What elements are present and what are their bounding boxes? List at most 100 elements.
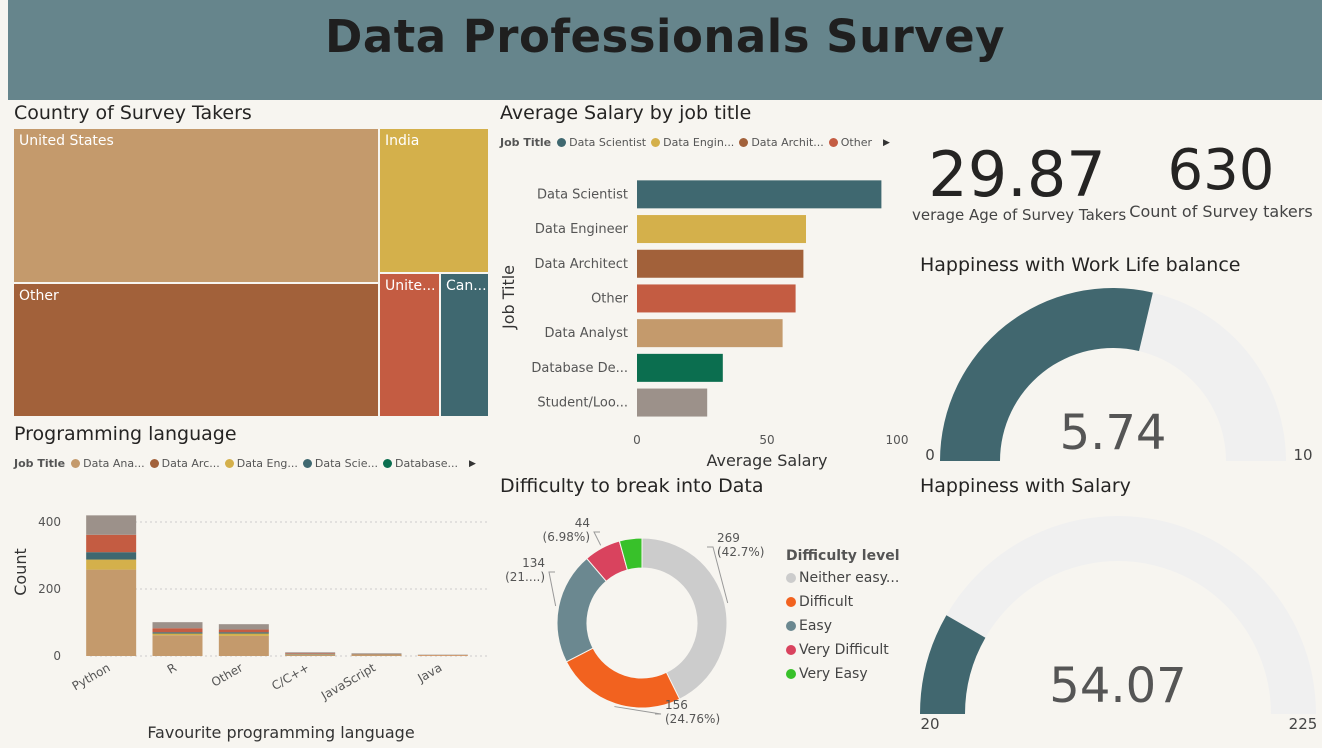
- prog-bar-segment[interactable]: [152, 633, 203, 636]
- legend-label: Database...: [395, 457, 458, 470]
- legend-title: Difficulty level: [786, 548, 900, 564]
- legend-item[interactable]: Data Engin...: [651, 136, 734, 149]
- treemap-label: Other: [19, 288, 59, 304]
- gauge-value-label: 5.74: [1060, 405, 1167, 461]
- prog-bar-segment[interactable]: [86, 569, 137, 656]
- treemap-cell-other[interactable]: Other: [13, 283, 379, 417]
- legend-item[interactable]: Data Archit...: [739, 136, 824, 149]
- prog-x-axis-label: Favourite programming language: [147, 723, 414, 742]
- legend-next-arrow-icon[interactable]: ▶: [468, 458, 476, 469]
- prog-category-label: Java: [415, 660, 445, 685]
- legend-label: Difficult: [799, 594, 854, 610]
- legend-next-arrow-icon[interactable]: ▶: [883, 137, 890, 148]
- prog-bar-segment[interactable]: [218, 624, 269, 630]
- legend-item[interactable]: Data Arc...: [149, 457, 220, 470]
- legend-item[interactable]: Neither easy...: [786, 570, 900, 586]
- legend-item[interactable]: Data Scie...: [302, 457, 378, 470]
- legend-dot: [557, 138, 567, 147]
- prog-bar-segment[interactable]: [218, 632, 269, 634]
- salary-bar[interactable]: [637, 353, 723, 382]
- prog-bar-segment[interactable]: [218, 633, 269, 636]
- salary-legend: Job Title Data Scientist Data Engin... D…: [500, 136, 890, 149]
- donut-slice[interactable]: [618, 537, 643, 571]
- prog-bar-segment[interactable]: [152, 628, 203, 633]
- legend-label: Data Arc...: [161, 457, 220, 470]
- prog-bar-segment[interactable]: [285, 653, 336, 654]
- donut-leader-line: [548, 571, 557, 607]
- treemap-label: India: [385, 133, 420, 149]
- treemap-cell-united-kingdom[interactable]: Unite...: [379, 273, 440, 417]
- donut-pct-label: (6.98%): [543, 530, 590, 544]
- prog-bar-segment[interactable]: [218, 629, 269, 633]
- country-treemap[interactable]: United States Other India Unite... Can..…: [13, 128, 489, 417]
- donut-slice[interactable]: [565, 647, 681, 709]
- prog-bar-segment[interactable]: [351, 654, 402, 656]
- worklife-gauge[interactable]: 5.74 0 10: [915, 280, 1322, 465]
- prog-bar-segment[interactable]: [218, 635, 269, 656]
- legend-dot: [302, 459, 312, 468]
- legend-item[interactable]: Very Difficult: [786, 642, 900, 658]
- legend-label: Easy: [799, 618, 833, 634]
- gauge-max-label: 10: [1293, 446, 1312, 464]
- legend-item[interactable]: Very Easy: [786, 666, 900, 682]
- salary-category-label: Data Analyst: [545, 326, 628, 341]
- prog-bar-segment[interactable]: [285, 652, 336, 654]
- prog-bar-segment[interactable]: [152, 632, 203, 634]
- prog-y-tick: 200: [38, 582, 61, 596]
- legend-item[interactable]: Difficult: [786, 594, 900, 610]
- prog-category-label: Python: [70, 660, 113, 693]
- prog-bar-segment[interactable]: [86, 534, 137, 553]
- legend-dot: [383, 459, 392, 468]
- legend-item[interactable]: Data Ana...: [71, 457, 145, 470]
- prog-category-label: C/C++: [269, 660, 311, 693]
- prog-bar-segment[interactable]: [285, 654, 336, 656]
- count-value: 630: [1167, 138, 1275, 203]
- salary-category-label: Other: [591, 291, 629, 306]
- prog-bar-segment[interactable]: [86, 515, 137, 535]
- donut-leader-line: [593, 531, 602, 546]
- legend-label: Data Eng...: [236, 457, 298, 470]
- legend-item[interactable]: Data Eng...: [224, 457, 298, 470]
- salary-bar[interactable]: [637, 388, 708, 417]
- legend-dot: [786, 621, 796, 631]
- prog-bar-segment[interactable]: [86, 559, 137, 570]
- legend-item[interactable]: Data Scientist: [557, 136, 646, 149]
- gauge-min-label: 20: [920, 715, 939, 733]
- gauge-value-arc[interactable]: [920, 615, 986, 714]
- treemap-cell-united-states[interactable]: United States: [13, 128, 379, 283]
- salary-bar[interactable]: [637, 249, 804, 278]
- legend-dot: [651, 138, 661, 147]
- legend-title: Job Title: [14, 457, 66, 470]
- salary-category-label: Student/Loo...: [537, 396, 628, 411]
- salary-bar-chart[interactable]: Data Scientist Data Engineer Data Architec…: [495, 160, 915, 475]
- gauge-value-arc[interactable]: [940, 287, 1153, 461]
- prog-bar-segment[interactable]: [152, 635, 203, 656]
- prog-bar-segment[interactable]: [351, 653, 402, 654]
- donut-slice[interactable]: [641, 537, 728, 700]
- salary-bar[interactable]: [637, 180, 882, 209]
- legend-dot: [149, 459, 159, 468]
- treemap-cell-india[interactable]: India: [379, 128, 489, 273]
- salary-x-axis-label: Average Salary: [706, 451, 827, 470]
- salary-chart-title: Average Salary by job title: [500, 102, 752, 124]
- salary-bar[interactable]: [637, 284, 796, 313]
- treemap-cell-canada[interactable]: Can...: [440, 273, 489, 417]
- prog-y-tick: 400: [38, 515, 61, 529]
- salary-gauge[interactable]: 54.07 20 225: [915, 500, 1322, 736]
- donut-slice[interactable]: [556, 557, 607, 663]
- count-label: Count of Survey takers: [1129, 202, 1313, 221]
- legend-label: Data Ana...: [83, 457, 145, 470]
- difficulty-donut-chart[interactable]: 269(42.7%) 156(24.76%) 134(21....) 44(6.98%…: [495, 505, 785, 745]
- treemap-label: Can...: [446, 278, 487, 294]
- legend-item[interactable]: Other: [828, 136, 872, 149]
- gauge-background-arc: [920, 516, 1316, 714]
- legend-label: Other: [840, 136, 872, 149]
- legend-item[interactable]: Database...: [383, 457, 458, 470]
- salary-bar[interactable]: [637, 215, 806, 244]
- donut-value-label: 156: [665, 698, 688, 712]
- salary-bar[interactable]: [637, 319, 783, 348]
- prog-bar-segment[interactable]: [86, 552, 137, 560]
- legend-item[interactable]: Easy: [786, 618, 900, 634]
- prog-bar-segment[interactable]: [152, 622, 203, 629]
- programming-stacked-bar-chart[interactable]: 0 200 400 Python R Other C/C++ JavaScript Java Fa…: [8, 495, 493, 748]
